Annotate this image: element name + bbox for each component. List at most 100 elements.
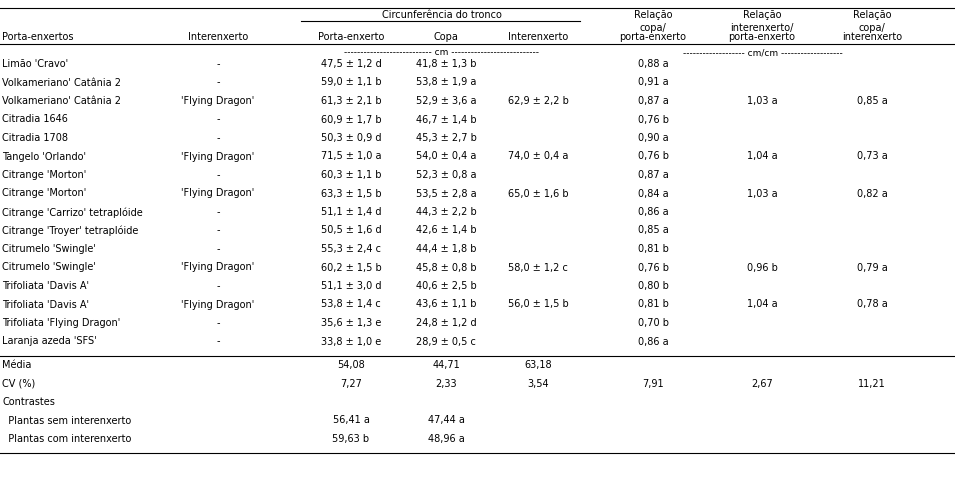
Text: 1,04 a: 1,04 a: [747, 300, 777, 309]
Text: 0,85 a: 0,85 a: [857, 96, 887, 106]
Text: 44,3 ± 2,2 b: 44,3 ± 2,2 b: [415, 207, 477, 217]
Text: 59,63 b: 59,63 b: [332, 434, 370, 444]
Text: 62,9 ± 2,2 b: 62,9 ± 2,2 b: [507, 96, 568, 106]
Text: copa/: copa/: [859, 23, 885, 33]
Text: 35,6 ± 1,3 e: 35,6 ± 1,3 e: [321, 318, 381, 328]
Text: Relação: Relação: [853, 10, 891, 20]
Text: 63,3 ± 1,5 b: 63,3 ± 1,5 b: [321, 188, 381, 199]
Text: Porta-enxertos: Porta-enxertos: [2, 32, 74, 42]
Text: Circunferência do tronco: Circunferência do tronco: [382, 10, 501, 20]
Text: -: -: [216, 318, 220, 328]
Text: 33,8 ± 1,0 e: 33,8 ± 1,0 e: [321, 337, 381, 346]
Text: interenxerto: interenxerto: [842, 32, 902, 42]
Text: -: -: [216, 133, 220, 143]
Text: 60,3 ± 1,1 b: 60,3 ± 1,1 b: [321, 170, 381, 180]
Text: 50,3 ± 0,9 d: 50,3 ± 0,9 d: [321, 133, 381, 143]
Text: Plantas sem interenxerto: Plantas sem interenxerto: [2, 415, 131, 426]
Text: 0,76 b: 0,76 b: [638, 263, 668, 272]
Text: 44,71: 44,71: [432, 360, 460, 370]
Text: 28,9 ± 0,5 c: 28,9 ± 0,5 c: [416, 337, 476, 346]
Text: Citradia 1708: Citradia 1708: [2, 133, 68, 143]
Text: 40,6 ± 2,5 b: 40,6 ± 2,5 b: [415, 281, 477, 291]
Text: Citrange 'Morton': Citrange 'Morton': [2, 170, 86, 180]
Text: porta-enxerto: porta-enxerto: [729, 32, 796, 42]
Text: 63,18: 63,18: [524, 360, 552, 370]
Text: 'Flying Dragon': 'Flying Dragon': [181, 96, 255, 106]
Text: 24,8 ± 1,2 d: 24,8 ± 1,2 d: [415, 318, 477, 328]
Text: 0,86 a: 0,86 a: [638, 207, 668, 217]
Text: 43,6 ± 1,1 b: 43,6 ± 1,1 b: [415, 300, 477, 309]
Text: 54,0 ± 0,4 a: 54,0 ± 0,4 a: [415, 151, 477, 162]
Text: 71,5 ± 1,0 a: 71,5 ± 1,0 a: [321, 151, 381, 162]
Text: Volkameriano' Catânia 2: Volkameriano' Catânia 2: [2, 78, 121, 87]
Text: 47,44 a: 47,44 a: [428, 415, 464, 426]
Text: 11,21: 11,21: [859, 379, 886, 388]
Text: 0,88 a: 0,88 a: [638, 59, 668, 69]
Text: 44,4 ± 1,8 b: 44,4 ± 1,8 b: [415, 244, 477, 254]
Text: --------------------------- cm ---------------------------: --------------------------- cm ---------…: [344, 48, 539, 57]
Text: Laranja azeda 'SFS': Laranja azeda 'SFS': [2, 337, 96, 346]
Text: 60,2 ± 1,5 b: 60,2 ± 1,5 b: [321, 263, 381, 272]
Text: 51,1 ± 3,0 d: 51,1 ± 3,0 d: [321, 281, 381, 291]
Text: 0,87 a: 0,87 a: [638, 170, 668, 180]
Text: Trifoliata 'Davis A': Trifoliata 'Davis A': [2, 300, 89, 309]
Text: CV (%): CV (%): [2, 379, 35, 388]
Text: 'Flying Dragon': 'Flying Dragon': [181, 300, 255, 309]
Text: Copa: Copa: [434, 32, 458, 42]
Text: 53,5 ± 2,8 a: 53,5 ± 2,8 a: [415, 188, 477, 199]
Text: 74,0 ± 0,4 a: 74,0 ± 0,4 a: [508, 151, 568, 162]
Text: 2,67: 2,67: [752, 379, 773, 388]
Text: Relação: Relação: [743, 10, 781, 20]
Text: Plantas com interenxerto: Plantas com interenxerto: [2, 434, 132, 444]
Text: -: -: [216, 207, 220, 217]
Text: Relação: Relação: [634, 10, 672, 20]
Text: 7,27: 7,27: [340, 379, 362, 388]
Text: 1,04 a: 1,04 a: [747, 151, 777, 162]
Text: Citrange 'Carrizo' tetraplóide: Citrange 'Carrizo' tetraplóide: [2, 207, 142, 218]
Text: Interenxerto: Interenxerto: [508, 32, 568, 42]
Text: 55,3 ± 2,4 c: 55,3 ± 2,4 c: [321, 244, 381, 254]
Text: Limão 'Cravo': Limão 'Cravo': [2, 59, 68, 69]
Text: 58,0 ± 1,2 c: 58,0 ± 1,2 c: [508, 263, 568, 272]
Text: Citradia 1646: Citradia 1646: [2, 115, 68, 124]
Text: 56,41 a: 56,41 a: [332, 415, 370, 426]
Text: 60,9 ± 1,7 b: 60,9 ± 1,7 b: [321, 115, 381, 124]
Text: Trifoliata 'Flying Dragon': Trifoliata 'Flying Dragon': [2, 318, 120, 328]
Text: 'Flying Dragon': 'Flying Dragon': [181, 188, 255, 199]
Text: 0,78 a: 0,78 a: [857, 300, 887, 309]
Text: 3,54: 3,54: [527, 379, 549, 388]
Text: Contrastes: Contrastes: [2, 397, 54, 407]
Text: 0,80 b: 0,80 b: [638, 281, 668, 291]
Text: 56,0 ± 1,5 b: 56,0 ± 1,5 b: [508, 300, 568, 309]
Text: 7,91: 7,91: [642, 379, 664, 388]
Text: 1,03 a: 1,03 a: [747, 96, 777, 106]
Text: 0,86 a: 0,86 a: [638, 337, 668, 346]
Text: 41,8 ± 1,3 b: 41,8 ± 1,3 b: [415, 59, 477, 69]
Text: Citrange 'Morton': Citrange 'Morton': [2, 188, 86, 199]
Text: 61,3 ± 2,1 b: 61,3 ± 2,1 b: [321, 96, 381, 106]
Text: Média: Média: [2, 360, 32, 370]
Text: 0,91 a: 0,91 a: [638, 78, 668, 87]
Text: 0,79 a: 0,79 a: [857, 263, 887, 272]
Text: 0,85 a: 0,85 a: [638, 225, 668, 236]
Text: 0,76 b: 0,76 b: [638, 151, 668, 162]
Text: 0,96 b: 0,96 b: [747, 263, 777, 272]
Text: -: -: [216, 78, 220, 87]
Text: 45,8 ± 0,8 b: 45,8 ± 0,8 b: [415, 263, 477, 272]
Text: 2,33: 2,33: [435, 379, 456, 388]
Text: porta-enxerto: porta-enxerto: [620, 32, 687, 42]
Text: 50,5 ± 1,6 d: 50,5 ± 1,6 d: [321, 225, 381, 236]
Text: 0,73 a: 0,73 a: [857, 151, 887, 162]
Text: 0,90 a: 0,90 a: [638, 133, 668, 143]
Text: Tangelo 'Orlando': Tangelo 'Orlando': [2, 151, 86, 162]
Text: 47,5 ± 1,2 d: 47,5 ± 1,2 d: [321, 59, 381, 69]
Text: 52,9 ± 3,6 a: 52,9 ± 3,6 a: [415, 96, 477, 106]
Text: 0,82 a: 0,82 a: [857, 188, 887, 199]
Text: Citrange 'Troyer' tetraplóide: Citrange 'Troyer' tetraplóide: [2, 225, 138, 236]
Text: interenxerto/: interenxerto/: [731, 23, 794, 33]
Text: -: -: [216, 244, 220, 254]
Text: 0,81 b: 0,81 b: [638, 300, 668, 309]
Text: -: -: [216, 170, 220, 180]
Text: 45,3 ± 2,7 b: 45,3 ± 2,7 b: [415, 133, 477, 143]
Text: ------------------- cm/cm -------------------: ------------------- cm/cm --------------…: [683, 48, 842, 57]
